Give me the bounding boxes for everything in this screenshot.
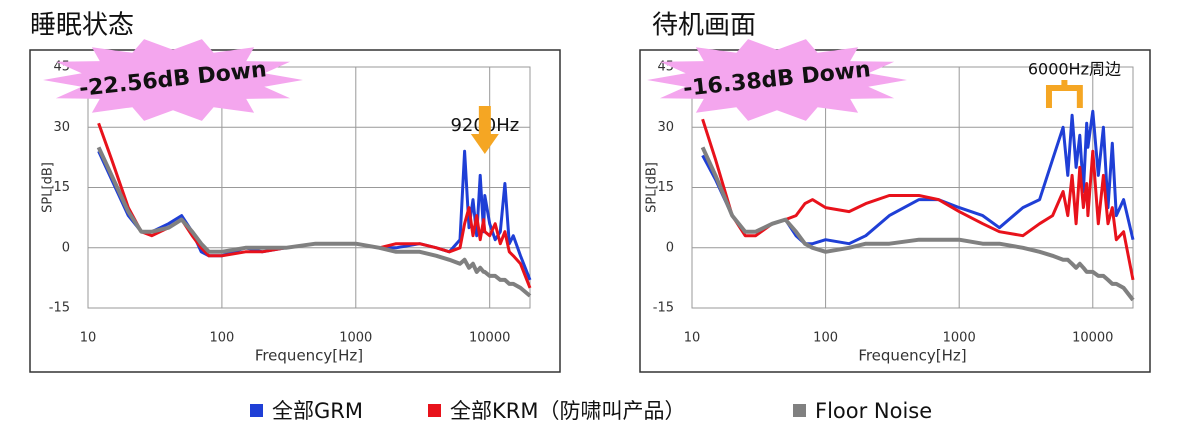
callout-burst: [647, 39, 907, 121]
series-line: [97, 149, 532, 281]
legend-label: 全部GRM: [272, 399, 363, 423]
x-axis-label: Frequency[Hz]: [255, 347, 363, 365]
legend-label: 全部KRM（防啸叫产品）: [450, 399, 685, 423]
callout-burst: [43, 39, 303, 121]
y-tick-label: -15: [653, 301, 674, 316]
series-line: [700, 146, 1135, 302]
x-tick-label: 10000: [469, 331, 510, 346]
y-tick-label: 15: [53, 180, 70, 195]
chart-title: 睡眠状态: [30, 11, 134, 41]
marker-bracket: [1045, 80, 1083, 108]
x-tick-label: 10: [80, 331, 97, 346]
marker-arrow-head: [470, 134, 499, 154]
series-line: [96, 146, 532, 298]
y-axis-label: SPL[dB]: [645, 162, 660, 213]
legend-swatch: [250, 404, 263, 417]
y-tick-label: 15: [657, 180, 674, 195]
x-axis-label: Frequency[Hz]: [858, 347, 966, 365]
marker-label: 6000Hz周边: [1028, 60, 1121, 79]
x-tick-label: 100: [209, 331, 234, 346]
legend-swatch: [428, 404, 441, 417]
x-tick-label: 1000: [943, 331, 976, 346]
legend-label: Floor Noise: [815, 399, 932, 423]
y-tick-label: 0: [666, 240, 674, 255]
y-axis-label: SPL[dB]: [41, 162, 56, 213]
x-tick-label: 10: [684, 331, 701, 346]
legend-swatch: [793, 404, 806, 417]
y-tick-label: -15: [49, 301, 70, 316]
x-tick-label: 1000: [339, 331, 372, 346]
x-tick-label: 10000: [1072, 331, 1113, 346]
y-tick-label: 0: [62, 240, 70, 255]
y-tick-label: 30: [657, 120, 674, 135]
x-tick-label: 100: [813, 331, 838, 346]
chart-title: 待机画面: [652, 11, 756, 41]
marker-arrow-shaft: [478, 106, 491, 134]
y-tick-label: 30: [53, 120, 70, 135]
